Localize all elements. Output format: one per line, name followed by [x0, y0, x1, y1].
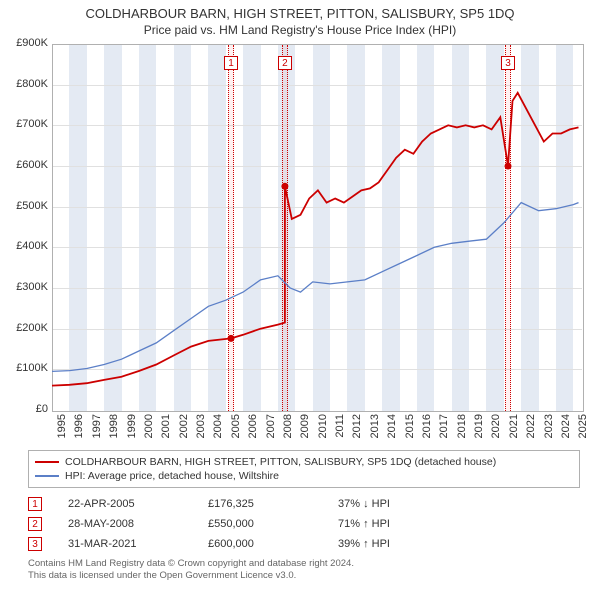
sales-num-1: 1	[28, 497, 42, 511]
sales-hpi-1: 37% ↓ HPI	[338, 498, 448, 510]
title-line-2: Price paid vs. HM Land Registry's House …	[0, 21, 600, 37]
sales-date-1: 22-APR-2005	[68, 498, 208, 510]
sales-date-2: 28-MAY-2008	[68, 518, 208, 530]
sales-date-3: 31-MAR-2021	[68, 538, 208, 550]
sales-num-3: 3	[28, 537, 42, 551]
legend-box: COLDHARBOUR BARN, HIGH STREET, PITTON, S…	[28, 450, 580, 488]
legend-swatch-hpi	[35, 475, 59, 477]
legend-swatch-property	[35, 461, 59, 463]
sales-table: 1 22-APR-2005 £176,325 37% ↓ HPI 2 28-MA…	[28, 494, 580, 554]
sales-hpi-2: 71% ↑ HPI	[338, 518, 448, 530]
sales-price-2: £550,000	[208, 518, 338, 530]
sales-row-2: 2 28-MAY-2008 £550,000 71% ↑ HPI	[28, 514, 580, 534]
title-line-1: COLDHARBOUR BARN, HIGH STREET, PITTON, S…	[0, 0, 600, 21]
sales-hpi-3: 39% ↑ HPI	[338, 538, 448, 550]
footer-line-1: Contains HM Land Registry data © Crown c…	[28, 558, 354, 570]
legend-item-property: COLDHARBOUR BARN, HIGH STREET, PITTON, S…	[35, 455, 573, 469]
legend-label-property: COLDHARBOUR BARN, HIGH STREET, PITTON, S…	[65, 456, 496, 468]
sales-price-3: £600,000	[208, 538, 338, 550]
footer-attribution: Contains HM Land Registry data © Crown c…	[28, 558, 354, 582]
sales-row-3: 3 31-MAR-2021 £600,000 39% ↑ HPI	[28, 534, 580, 554]
chart-lines	[52, 44, 582, 410]
sales-num-2: 2	[28, 517, 42, 531]
sales-row-1: 1 22-APR-2005 £176,325 37% ↓ HPI	[28, 494, 580, 514]
legend-label-hpi: HPI: Average price, detached house, Wilt…	[65, 470, 279, 482]
footer-line-2: This data is licensed under the Open Gov…	[28, 570, 354, 582]
sales-price-1: £176,325	[208, 498, 338, 510]
legend-item-hpi: HPI: Average price, detached house, Wilt…	[35, 469, 573, 483]
